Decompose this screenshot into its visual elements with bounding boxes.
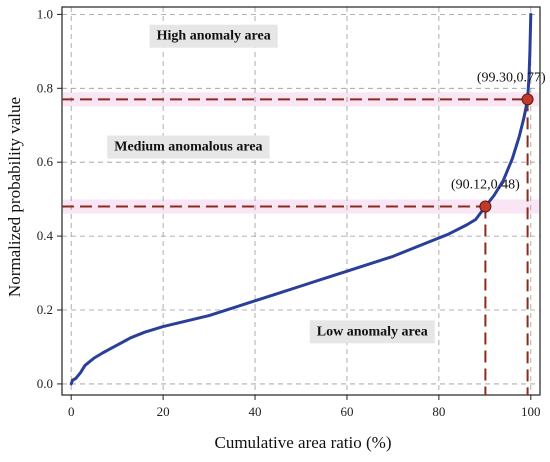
region-label-box-2	[309, 320, 435, 344]
threshold-marker-0	[479, 200, 492, 213]
x-tick-label-3: 60	[340, 404, 353, 419]
series-line	[69, 12, 533, 386]
threshold-marker-1	[521, 93, 534, 106]
x-tick-label-4: 80	[432, 404, 445, 419]
y-tick-label-1: 0.2	[37, 302, 53, 317]
x-tick-label-0: 0	[68, 404, 75, 419]
y-tick-label-0: 0.0	[37, 376, 53, 391]
threshold-label-1: (99.30,0.77)	[477, 70, 546, 85]
x-axis-title: Cumulative area ratio (%)	[214, 433, 391, 452]
y-tick-label-3: 0.6	[37, 154, 54, 169]
x-tick-label-2: 40	[249, 404, 262, 419]
region-label-0: High anomaly area	[157, 29, 271, 44]
y-tick-label-2: 0.4	[37, 228, 54, 243]
y-tick-label-5: 1.0	[37, 6, 53, 21]
x-tick-label-5: 100	[521, 404, 541, 419]
x-tick-label-1: 20	[157, 404, 170, 419]
region-label-2: Low anomaly area	[317, 324, 428, 339]
plot-frame	[61, 6, 541, 396]
plot-area: 0 20 40 60 80 100 0.0 0.2 0.4 0.6 0.8 1.0 High anoma…	[37, 6, 546, 419]
region-label-1: Medium anomalous area	[114, 140, 262, 155]
threshold-label-0: (90.12,0.48)	[451, 178, 520, 193]
region-label-box-0	[149, 24, 278, 48]
y-axis-title: Normalized probability value	[5, 97, 24, 297]
y-tick-label-4: 0.8	[37, 80, 53, 95]
region-label-box-1	[107, 135, 270, 159]
